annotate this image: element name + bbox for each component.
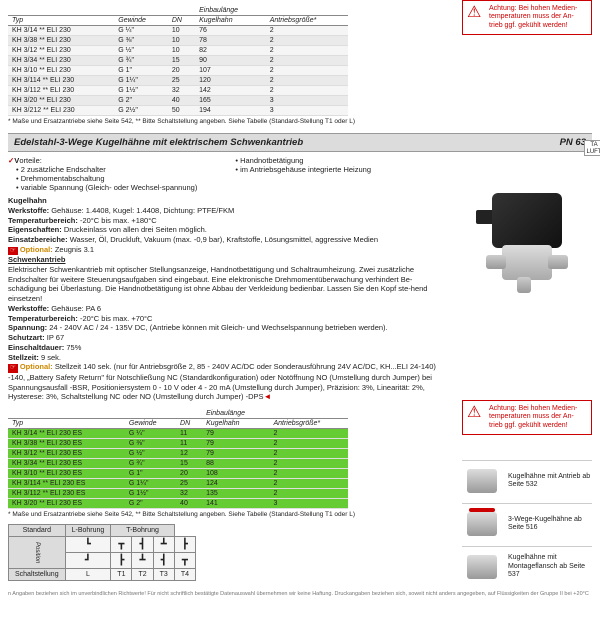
th-gewinde: Gewinde bbox=[114, 16, 168, 26]
lbl-spann: Spannung: bbox=[8, 323, 49, 332]
lbl-temp: Temperaturbereich: bbox=[8, 216, 80, 225]
table-row: KH 3/112 ** ELI 230 ESG 1½"321352 bbox=[8, 488, 348, 498]
lbl-stellzeit: Stellzeit: bbox=[8, 353, 41, 362]
specs-block: Kugelhahn Werkstoffe: Gehäuse: 1.4408, K… bbox=[8, 196, 438, 403]
table-row: KH 3/10 ** ELI 230G 1"201072 bbox=[8, 66, 348, 76]
table-row: KH 3/114 ** ELI 230G 1¼"251202 bbox=[8, 76, 348, 86]
table-row: KH 3/12 ** ELI 230 ESG ½"12792 bbox=[8, 448, 348, 458]
warning-text: Achtung: Bei hohen Medien-temperaturen m… bbox=[489, 5, 577, 29]
warning-text2: Achtung: Bei hohen Medien-temperaturen m… bbox=[489, 405, 577, 429]
vorteile-col2: Handnotbetätigungim Antriebsgehäuse inte… bbox=[227, 156, 371, 192]
product-table-1: Einbaulänge Typ Gewinde DN Kugelhahn Ant… bbox=[8, 6, 348, 116]
table-row: KH 3/34 ** ELI 230 ESG ¾"15882 bbox=[8, 458, 348, 468]
product-image bbox=[462, 185, 592, 295]
th-dn: DN bbox=[168, 16, 195, 26]
opt-badge2: ☞ bbox=[8, 364, 18, 372]
red-marker: ◄ bbox=[264, 392, 272, 401]
lbl-einsatz: Einsatzbereiche: bbox=[8, 235, 70, 244]
table-row: KH 3/12 ** ELI 230G ½"10822 bbox=[8, 46, 348, 56]
table-row: KH 3/10 ** ELI 230 ESG 1"201082 bbox=[8, 468, 348, 478]
lbl-werk2: Werkstoffe: bbox=[8, 304, 51, 313]
th-typ: Typ bbox=[8, 16, 114, 26]
opt-badge: ☞ bbox=[8, 247, 18, 255]
table-row: KH 3/14 ** ELI 230G ¼"10762 bbox=[8, 26, 348, 36]
schwenk-hdr: Schwenkantrieb bbox=[8, 255, 66, 264]
ta-luft-badge: TA LUFT bbox=[584, 140, 600, 156]
lbl-optional: Optional: bbox=[20, 245, 55, 254]
warning-box-2: Achtung: Bei hohen Medien-temperaturen m… bbox=[462, 400, 592, 435]
table-row: KH 3/14 ** ELI 230 ESG ¼"11792 bbox=[8, 428, 348, 438]
bore-sym: ┗ bbox=[65, 536, 111, 552]
lbl-schutz: Schutzart: bbox=[8, 333, 47, 342]
table-row: KH 3/34 ** ELI 230G ¾"15902 bbox=[8, 56, 348, 66]
warning-box-1: Achtung: Bei hohen Medien-temperaturen m… bbox=[462, 0, 592, 35]
side-link[interactable]: 3-Wege-Kugelhähne ab Seite 516 bbox=[462, 503, 592, 540]
th-kugel: Kugelhahn bbox=[195, 16, 266, 26]
table1-footnote: * Maße und Ersatzantriebe siehe Seite 54… bbox=[8, 118, 592, 125]
section-title: Edelstahl-3-Wege Kugelhähne mit elektris… bbox=[8, 133, 592, 152]
page-footer: n Angaben beziehen sich im unverbindlich… bbox=[8, 591, 592, 597]
side-links: Kugelhähne mit Antrieb ab Seite 532 3-Weg… bbox=[462, 460, 592, 589]
kugelhahn-hdr: Kugelhahn bbox=[8, 196, 47, 205]
table-row: KH 3/112 ** ELI 230G 1½"321422 bbox=[8, 86, 348, 96]
table-row: KH 3/212 ** ELI 230G 2½"501943 bbox=[8, 106, 348, 116]
catalog-page: Achtung: Bei hohen Medien-temperaturen m… bbox=[0, 0, 600, 603]
table-row: KH 3/38 ** ELI 230 ESG ⅜"11792 bbox=[8, 438, 348, 448]
lbl-temp2: Temperaturbereich: bbox=[8, 314, 80, 323]
table-row: KH 3/114 ** ELI 230 ESG 1¼"251242 bbox=[8, 478, 348, 488]
schwenk-text: Elektrischer Schwenkantrieb mit optische… bbox=[8, 265, 438, 304]
vorteile-col1: 2 zusätzliche EndschalterDrehmomentabsch… bbox=[8, 165, 197, 192]
lbl-eigen: Eigenschaften: bbox=[8, 225, 64, 234]
side-link[interactable]: Kugelhähne mit Montageflansch ab Seite 5… bbox=[462, 546, 592, 583]
table-row: KH 3/20 ** ELI 230G 2"401653 bbox=[8, 96, 348, 106]
side-link[interactable]: Kugelhähne mit Antrieb ab Seite 532 bbox=[462, 460, 592, 497]
table-row: KH 3/20 ** ELI 230 ESG 2"401413 bbox=[8, 498, 348, 508]
bore-table: Standard L-Bohrung T-Bohrung Position ┗ … bbox=[8, 524, 196, 581]
col-group: Einbaulänge bbox=[195, 6, 266, 16]
lbl-optional2: Optional: bbox=[20, 362, 55, 371]
table-row: KH 3/38 ** ELI 230G ⅜"10782 bbox=[8, 36, 348, 46]
th-antrieb: Antriebsgröße* bbox=[266, 16, 348, 26]
lbl-einschalt: Einschaltdauer: bbox=[8, 343, 66, 352]
lbl-werkstoffe: Werkstoffe: bbox=[8, 206, 51, 215]
title-pn: PN 63 bbox=[560, 137, 586, 148]
title-text: Edelstahl-3-Wege Kugelhähne mit elektris… bbox=[14, 137, 303, 148]
product-table-2: Einbaulänge Typ Gewinde DN Kugelhahn Ant… bbox=[8, 409, 348, 509]
